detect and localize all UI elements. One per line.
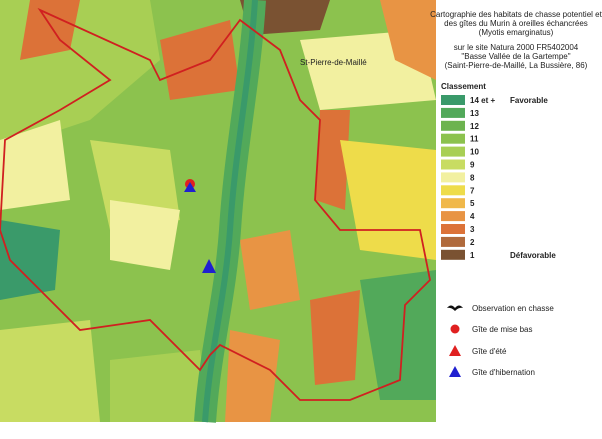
legend-swatch xyxy=(441,172,465,183)
legend-swatch xyxy=(441,120,465,131)
legend-swatch xyxy=(441,107,465,118)
legend-swatch xyxy=(441,95,465,105)
legend: Cartographie des habitats de chasse pote… xyxy=(430,10,602,377)
site-boundary xyxy=(0,7,431,401)
patch xyxy=(110,350,210,422)
legend-swatch xyxy=(441,198,465,209)
title-line: Cartographie des habitats de chasse pote… xyxy=(430,10,602,19)
patch xyxy=(380,0,436,80)
patch xyxy=(110,200,180,270)
patch xyxy=(225,330,280,422)
legend-class-note: Défavorable xyxy=(510,251,556,260)
legend-swatch xyxy=(441,133,465,144)
legend-class-label: 9 xyxy=(470,161,475,170)
map-symbol-hibernation xyxy=(184,182,196,192)
patch xyxy=(240,230,300,310)
symbol-hibernation xyxy=(449,366,461,377)
legend-class-label: 7 xyxy=(470,186,475,195)
symbol-label: Observation en chasse xyxy=(472,304,554,313)
title-line: (Myotis emarginatus) xyxy=(479,28,554,37)
legend-class-label: 14 et + xyxy=(470,96,495,105)
legend-class-label: 3 xyxy=(470,225,475,234)
legend-swatch xyxy=(441,224,465,234)
symbol-label: Gîte d'été xyxy=(472,347,507,356)
patch xyxy=(310,290,360,385)
site-line: "Basse Vallée de la Gartempe" xyxy=(461,52,570,61)
site-line: sur le site Natura 2000 FR5402004 xyxy=(454,43,579,52)
legend-swatch xyxy=(441,159,465,170)
symbol-summer xyxy=(449,345,461,356)
site-line: (Saint-Pierre-de-Maillé, La Bussière, 86… xyxy=(445,61,588,70)
legend-swatch xyxy=(441,146,465,157)
patch xyxy=(315,110,350,210)
legend-heading: Classement xyxy=(441,82,486,91)
symbol-label: Gîte de mise bas xyxy=(472,325,532,334)
legend-class-label: 12 xyxy=(470,122,479,131)
legend-class-label: 2 xyxy=(470,238,475,247)
symbol-label: Gîte d'hibernation xyxy=(472,368,535,377)
legend-swatch xyxy=(441,185,465,196)
river xyxy=(202,0,258,423)
legend-class-label: 13 xyxy=(470,109,479,118)
legend-class-label: 4 xyxy=(470,212,475,221)
legend-class-label: 11 xyxy=(470,135,479,144)
patch xyxy=(0,220,60,300)
patch xyxy=(160,20,240,100)
legend-class-label: 1 xyxy=(470,251,475,260)
map: St-Pierre-de-Maillé xyxy=(0,0,436,423)
patch xyxy=(360,270,436,400)
legend-class-label: 10 xyxy=(470,148,479,157)
legend-class-label: 8 xyxy=(470,173,475,182)
symbol-bat xyxy=(447,305,463,311)
legend-class-note: Favorable xyxy=(510,96,548,105)
place-label: St-Pierre-de-Maillé xyxy=(300,58,367,67)
legend-swatch xyxy=(441,236,465,247)
title-line: des gîtes du Murin à oreilles échancrées xyxy=(444,19,588,28)
legend-swatch xyxy=(441,211,465,222)
patch xyxy=(0,120,70,210)
patch xyxy=(0,320,100,422)
legend-swatch xyxy=(441,249,465,260)
legend-class-label: 5 xyxy=(470,199,475,208)
symbol-birth xyxy=(450,324,460,334)
map-symbol-hibernation xyxy=(202,259,216,273)
